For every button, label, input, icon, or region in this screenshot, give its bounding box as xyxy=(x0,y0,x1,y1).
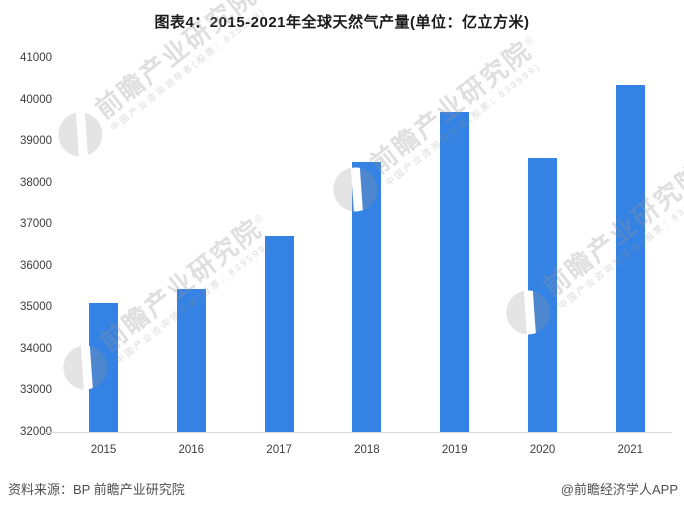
bar-2015 xyxy=(89,303,118,432)
x-tick-2018: 2018 xyxy=(354,444,380,456)
y-tick-36000: 36000 xyxy=(20,259,52,272)
bar-2020 xyxy=(528,158,557,432)
y-tick-41000: 41000 xyxy=(20,52,52,64)
y-tick-38000: 38000 xyxy=(20,176,52,189)
y-tick-39000: 39000 xyxy=(20,135,52,148)
x-tick-2015: 2015 xyxy=(90,444,117,456)
y-tick-34000: 34000 xyxy=(20,342,52,355)
x-tick-2021: 2021 xyxy=(617,444,644,456)
x-tick-2017: 2017 xyxy=(266,444,292,456)
x-tick-2020: 2020 xyxy=(529,444,556,456)
app-credit: @前瞻经济学人APP xyxy=(560,482,678,497)
x-axis-line xyxy=(45,432,672,433)
y-tick-33000: 33000 xyxy=(20,384,52,397)
y-tick-37000: 37000 xyxy=(20,218,52,231)
x-tick-2019: 2019 xyxy=(441,444,468,456)
x-tick-2016: 2016 xyxy=(178,444,205,456)
footer: 资料来源：BP 前瞻产业研究院 @前瞻经济学人APP xyxy=(0,479,684,497)
bar-2019 xyxy=(440,112,470,432)
y-tick-32000: 32000 xyxy=(20,426,52,438)
bar-2021 xyxy=(615,85,645,432)
bar-2016 xyxy=(176,289,206,432)
bar-2018 xyxy=(352,161,382,432)
bar-2017 xyxy=(264,235,294,432)
chart-title: 图表4：2015-2021年全球天然气产量(单位：亿立方米) xyxy=(154,14,530,31)
source-note: 资料来源：BP 前瞻产业研究院 xyxy=(8,482,185,497)
y-tick-40000: 40000 xyxy=(20,93,52,106)
y-tick-35000: 35000 xyxy=(20,301,52,314)
